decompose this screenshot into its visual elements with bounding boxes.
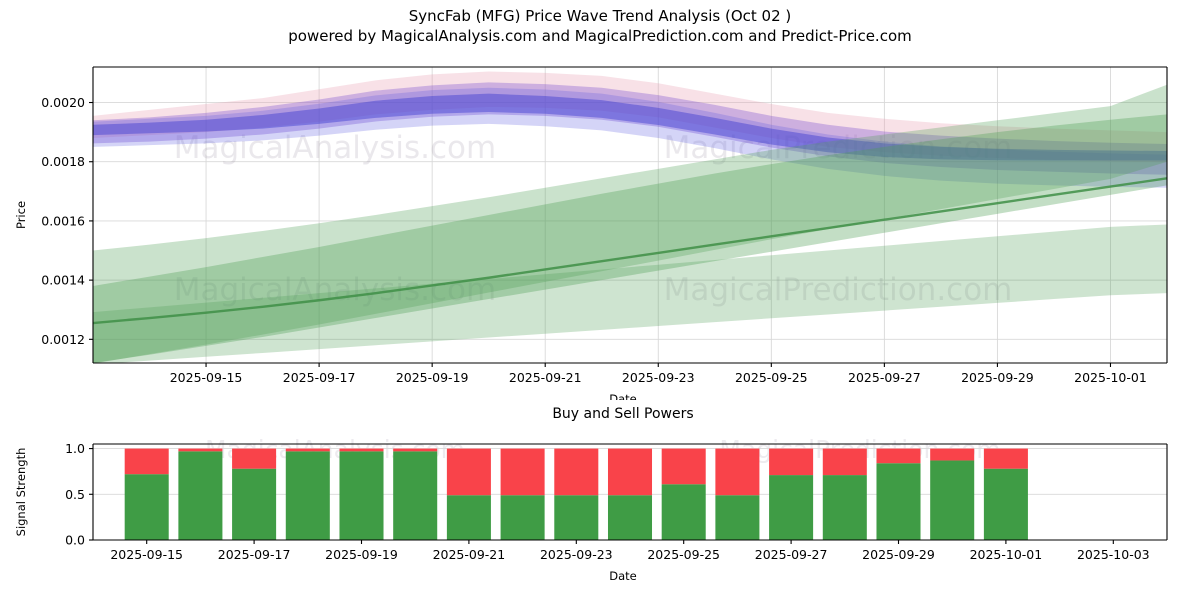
bar-buy-power bbox=[715, 495, 760, 540]
bar-buy-power bbox=[983, 468, 1028, 540]
x-tick-label: 2025-09-21 bbox=[433, 547, 506, 562]
bar-buy-power bbox=[876, 463, 921, 540]
band-group bbox=[93, 71, 1167, 363]
bar-buy-power bbox=[607, 495, 653, 540]
bar-sell-power bbox=[930, 448, 975, 461]
x-tick-label: 2025-09-15 bbox=[170, 370, 243, 385]
bar-buy-power bbox=[178, 451, 223, 540]
band-blue-outer-band bbox=[93, 87, 1167, 188]
bar-sell-power bbox=[285, 448, 330, 452]
bar-sell-power bbox=[178, 448, 223, 452]
plot-background bbox=[93, 67, 1167, 363]
band-pink-outer-band bbox=[93, 71, 1167, 163]
bar-buy-power bbox=[930, 460, 975, 540]
title-block: SyncFab (MFG) Price Wave Trend Analysis … bbox=[0, 6, 1200, 46]
x-tick-label: 2025-09-29 bbox=[862, 547, 935, 562]
page-title: SyncFab (MFG) Price Wave Trend Analysis … bbox=[408, 7, 792, 25]
bar-buy-power bbox=[393, 451, 438, 540]
bar-buy-power bbox=[232, 468, 277, 540]
band-green-wide-channel bbox=[93, 84, 1167, 363]
price-wave-chart: MagicalAnalysis.com MagicalPrediction.com… bbox=[14, 66, 1168, 400]
x-tick-label: 2025-10-01 bbox=[1074, 370, 1147, 385]
x-tick-label: 2025-09-27 bbox=[848, 370, 921, 385]
bar-buy-power bbox=[554, 495, 599, 540]
bar-sell-power bbox=[339, 448, 384, 452]
x-tick-label: 2025-09-19 bbox=[325, 547, 398, 562]
band-green-mid-channel bbox=[93, 114, 1167, 363]
bar-buy-power bbox=[500, 495, 545, 540]
bar-buy-power bbox=[661, 484, 706, 540]
watermark-analysis: MagicalAnalysis.com bbox=[174, 130, 496, 166]
y-tick-label: 1.0 bbox=[65, 441, 85, 456]
watermark-analysis: MagicalAnalysis.com bbox=[174, 272, 496, 308]
x-axis-title: Date bbox=[609, 569, 637, 583]
bar-sell-power bbox=[876, 448, 921, 464]
bar-chart-title: Buy and Sell Powers bbox=[552, 406, 693, 422]
bar-sell-power bbox=[607, 448, 653, 496]
bar-buy-power bbox=[285, 451, 330, 540]
x-tick-label: 2025-09-27 bbox=[755, 547, 828, 562]
y-tick-label: 0.0020 bbox=[41, 95, 85, 110]
bar-sell-power bbox=[500, 448, 545, 496]
y-tick-label: 0.5 bbox=[65, 487, 85, 502]
bar-sell-power bbox=[715, 448, 760, 496]
x-tick-label: 2025-09-23 bbox=[622, 370, 695, 385]
bar-sell-power bbox=[822, 448, 867, 476]
band-green-lower-channel bbox=[93, 224, 1167, 363]
buy-sell-panel: Buy and Sell PowersMagicalAnalysis.comMa… bbox=[0, 400, 1200, 600]
y-axis-title: Signal Strength bbox=[14, 448, 28, 537]
y-axis-title: Price bbox=[14, 201, 28, 229]
bar-sell-power bbox=[446, 448, 491, 496]
bar-sell-power bbox=[769, 448, 814, 476]
x-tick-label: 2025-09-29 bbox=[961, 370, 1034, 385]
y-tick-label: 0.0018 bbox=[41, 154, 85, 169]
x-tick-label: 2025-09-17 bbox=[283, 370, 356, 385]
bar-sell-power bbox=[393, 448, 438, 452]
x-axis-title: Date bbox=[609, 392, 637, 400]
bar-sell-power bbox=[554, 448, 599, 496]
band-purple-band bbox=[93, 82, 1167, 175]
x-tick-label: 2025-09-19 bbox=[396, 370, 469, 385]
bar-buy-power bbox=[769, 475, 814, 540]
bar-buy-power bbox=[124, 474, 169, 540]
watermark-prediction: MagicalPrediction.com bbox=[664, 272, 1013, 308]
x-tick-label: 2025-09-21 bbox=[509, 370, 582, 385]
bar-buy-power bbox=[339, 451, 384, 540]
x-tick-label: 2025-09-25 bbox=[647, 547, 720, 562]
y-tick-label: 0.0014 bbox=[41, 273, 85, 288]
line-green-trend-line bbox=[93, 177, 1167, 325]
price-wave-panel: MagicalAnalysis.com MagicalPrediction.com… bbox=[0, 50, 1200, 400]
bar-sell-power bbox=[124, 448, 169, 475]
x-tick-label: 2025-09-15 bbox=[110, 547, 183, 562]
y-tick-label: 0.0012 bbox=[41, 332, 85, 347]
bar-sell-power bbox=[232, 448, 277, 469]
x-tick-label: 2025-10-03 bbox=[1077, 547, 1150, 562]
y-tick-label: 0.0016 bbox=[41, 213, 85, 228]
bar-buy-power bbox=[822, 475, 867, 540]
buy-sell-chart: Buy and Sell PowersMagicalAnalysis.comMa… bbox=[14, 406, 1168, 583]
x-tick-label: 2025-09-17 bbox=[218, 547, 291, 562]
x-tick-label: 2025-10-01 bbox=[970, 547, 1043, 562]
watermark-prediction: MagicalPrediction.com bbox=[664, 130, 1013, 166]
bar-sell-power bbox=[983, 448, 1028, 469]
bar-buy-power bbox=[446, 495, 491, 540]
band-blue-inner-band bbox=[93, 93, 1167, 161]
x-tick-label: 2025-09-25 bbox=[735, 370, 808, 385]
x-tick-label: 2025-09-23 bbox=[540, 547, 613, 562]
bar-sell-power bbox=[661, 448, 706, 485]
y-tick-label: 0.0 bbox=[65, 533, 85, 548]
page-subtitle: powered by MagicalAnalysis.com and Magic… bbox=[288, 27, 912, 45]
